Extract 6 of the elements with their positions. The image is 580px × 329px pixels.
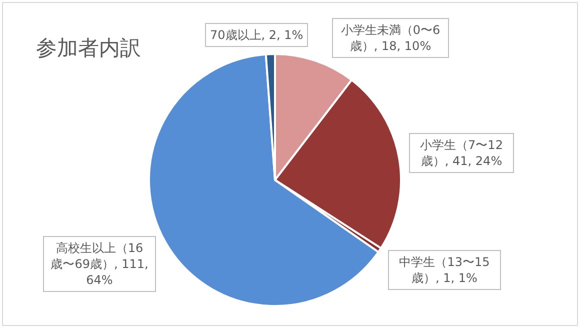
slice-label: 高校生以上（16歳〜69歳）, 111, 64% bbox=[43, 236, 156, 292]
slice-label: 小学生未満（0〜6歳）, 18, 10% bbox=[332, 18, 449, 58]
slice-label: 70歳以上, 2, 1% bbox=[205, 23, 308, 47]
text: 参加者内訳 bbox=[36, 35, 141, 62]
slice-label: 小学生（7〜12歳）, 41, 24% bbox=[409, 133, 514, 173]
slice-label: 中学生（13〜15歳）, 1, 1% bbox=[388, 250, 501, 290]
